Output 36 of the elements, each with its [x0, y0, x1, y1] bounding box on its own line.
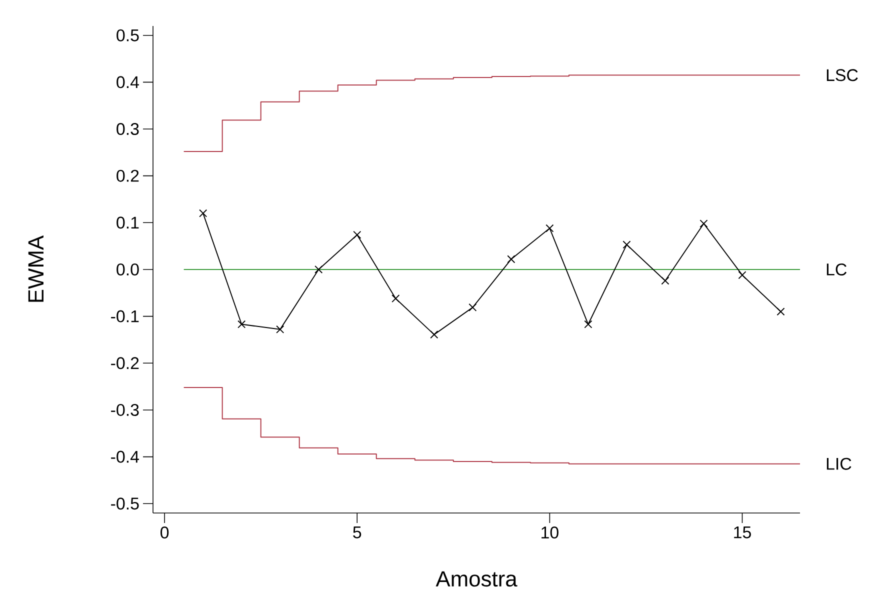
y-tick-label: -0.1: [111, 310, 139, 322]
series-label: LIC: [826, 458, 852, 470]
y-tick-label: -0.3: [111, 404, 139, 416]
point: [507, 255, 516, 264]
x-tick-label: 0: [160, 526, 169, 539]
point: [661, 276, 670, 285]
y-tick-label: 0.0: [116, 263, 139, 276]
point: [738, 271, 746, 280]
y-tick-label: 0.1: [116, 216, 139, 229]
x-tick-label: 5: [353, 526, 362, 538]
series-label: LC: [826, 263, 847, 276]
point: [622, 240, 631, 249]
series-label: LSC: [826, 69, 858, 82]
point: [238, 320, 246, 328]
y-tick-label: -0.2: [111, 357, 139, 370]
x-tick-label: 15: [734, 526, 751, 538]
point: [199, 209, 208, 218]
point: [468, 303, 477, 312]
point: [430, 330, 438, 339]
y-tick-label: 0.4: [116, 76, 139, 88]
y-tick-label: -0.4: [111, 450, 139, 463]
y-axis-title: EWMA: [28, 235, 44, 302]
point: [392, 294, 400, 303]
point: [546, 224, 554, 232]
x-tick-label: 10: [542, 526, 558, 539]
point: [776, 308, 785, 316]
point: [276, 325, 284, 334]
y-tick-label: -0.5: [111, 498, 139, 510]
x-axis-title: Amostra: [436, 571, 518, 587]
y-tick-label: 0.5: [116, 29, 139, 42]
point: [584, 320, 592, 328]
point: [700, 220, 708, 228]
y-tick-label: 0.2: [116, 170, 139, 182]
point: [314, 265, 323, 274]
point: [353, 230, 362, 239]
y-tick-label: 0.3: [116, 123, 139, 135]
